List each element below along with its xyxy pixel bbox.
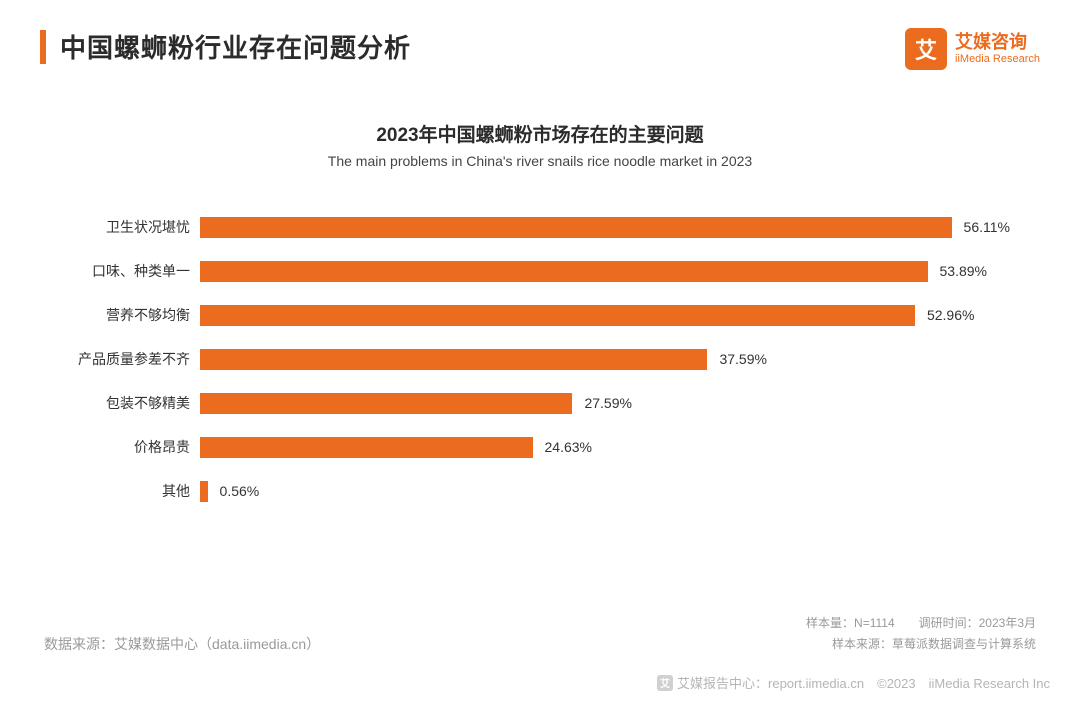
bar-track: 0.56%	[200, 481, 1010, 502]
title-block: 中国螺蛳粉行业存在问题分析	[40, 28, 411, 65]
bar-row: 营养不够均衡 52.96%	[60, 293, 1010, 337]
sample-size: 样本量：N=1114 调研时间：2023年3月	[806, 613, 1036, 633]
bar-value: 0.56%	[220, 483, 260, 499]
bar-track: 27.59%	[200, 393, 1010, 414]
bar-row: 其他 0.56%	[60, 469, 1010, 513]
copyright: 艾 艾媒报告中心：report.iimedia.cn ©2023 iiMedia…	[657, 673, 1050, 692]
bar-track: 24.63%	[200, 437, 1010, 458]
logo-cn: 艾媒咨询	[955, 33, 1040, 53]
bar-fill	[200, 349, 707, 370]
bar-label: 卫生状况堪忧	[60, 217, 200, 237]
footer: 数据来源：艾媒数据中心（data.iimedia.cn） 样本量：N=1114 …	[0, 613, 1080, 654]
data-source: 数据来源：艾媒数据中心（data.iimedia.cn）	[44, 634, 320, 654]
chart-title-cn: 2023年中国螺蛳粉市场存在的主要问题	[60, 120, 1020, 147]
page-title: 中国螺蛳粉行业存在问题分析	[60, 28, 411, 65]
logo-icon: 艾	[905, 28, 947, 70]
chart-area: 2023年中国螺蛳粉市场存在的主要问题 The main problems in…	[0, 70, 1080, 513]
bar-track: 53.89%	[200, 261, 1010, 282]
bar-row: 产品质量参差不齐 37.59%	[60, 337, 1010, 381]
bar-label: 包装不够精美	[60, 393, 200, 413]
bar-label: 口味、种类单一	[60, 261, 200, 281]
bar-chart: 卫生状况堪忧 56.11% 口味、种类单一 53.89% 营养不够均衡 52.96% 产品质…	[60, 205, 1020, 513]
bar-track: 52.96%	[200, 305, 1010, 326]
bar-value: 37.59%	[719, 351, 766, 367]
bar-row: 口味、种类单一 53.89%	[60, 249, 1010, 293]
bar-label: 产品质量参差不齐	[60, 349, 200, 369]
logo-glyph: 艾	[915, 33, 937, 65]
logo: 艾 艾媒咨询 iiMedia Research	[905, 28, 1040, 70]
bar-fill	[200, 393, 572, 414]
bar-row: 包装不够精美 27.59%	[60, 381, 1010, 425]
sample-source: 样本来源：草莓派数据调查与计算系统	[806, 634, 1036, 654]
bar-fill	[200, 481, 208, 502]
bar-fill	[200, 217, 952, 238]
sample-info: 样本量：N=1114 调研时间：2023年3月 样本来源：草莓派数据调查与计算系…	[806, 613, 1036, 654]
bar-value: 56.11%	[964, 219, 1010, 235]
bar-track: 37.59%	[200, 349, 1010, 370]
title-accent-bar	[40, 30, 46, 64]
bar-value: 24.63%	[545, 439, 592, 455]
bar-track: 56.11%	[200, 217, 1010, 238]
logo-text: 艾媒咨询 iiMedia Research	[955, 33, 1040, 65]
bar-row: 价格昂贵 24.63%	[60, 425, 1010, 469]
bar-label: 价格昂贵	[60, 437, 200, 457]
bar-fill	[200, 437, 533, 458]
bar-label: 其他	[60, 481, 200, 501]
bar-fill	[200, 261, 928, 282]
bar-value: 53.89%	[940, 263, 987, 279]
bar-value: 52.96%	[927, 307, 974, 323]
bar-row: 卫生状况堪忧 56.11%	[60, 205, 1010, 249]
bar-label: 营养不够均衡	[60, 305, 200, 325]
copyright-text: 艾媒报告中心：report.iimedia.cn ©2023 iiMedia R…	[677, 673, 1050, 692]
bar-value: 27.59%	[584, 395, 631, 411]
bar-fill	[200, 305, 915, 326]
mini-logo-icon: 艾	[657, 675, 673, 691]
logo-en: iiMedia Research	[955, 53, 1040, 65]
header: 中国螺蛳粉行业存在问题分析 艾 艾媒咨询 iiMedia Research	[0, 0, 1080, 70]
chart-title-en: The main problems in China's river snail…	[60, 153, 1020, 169]
